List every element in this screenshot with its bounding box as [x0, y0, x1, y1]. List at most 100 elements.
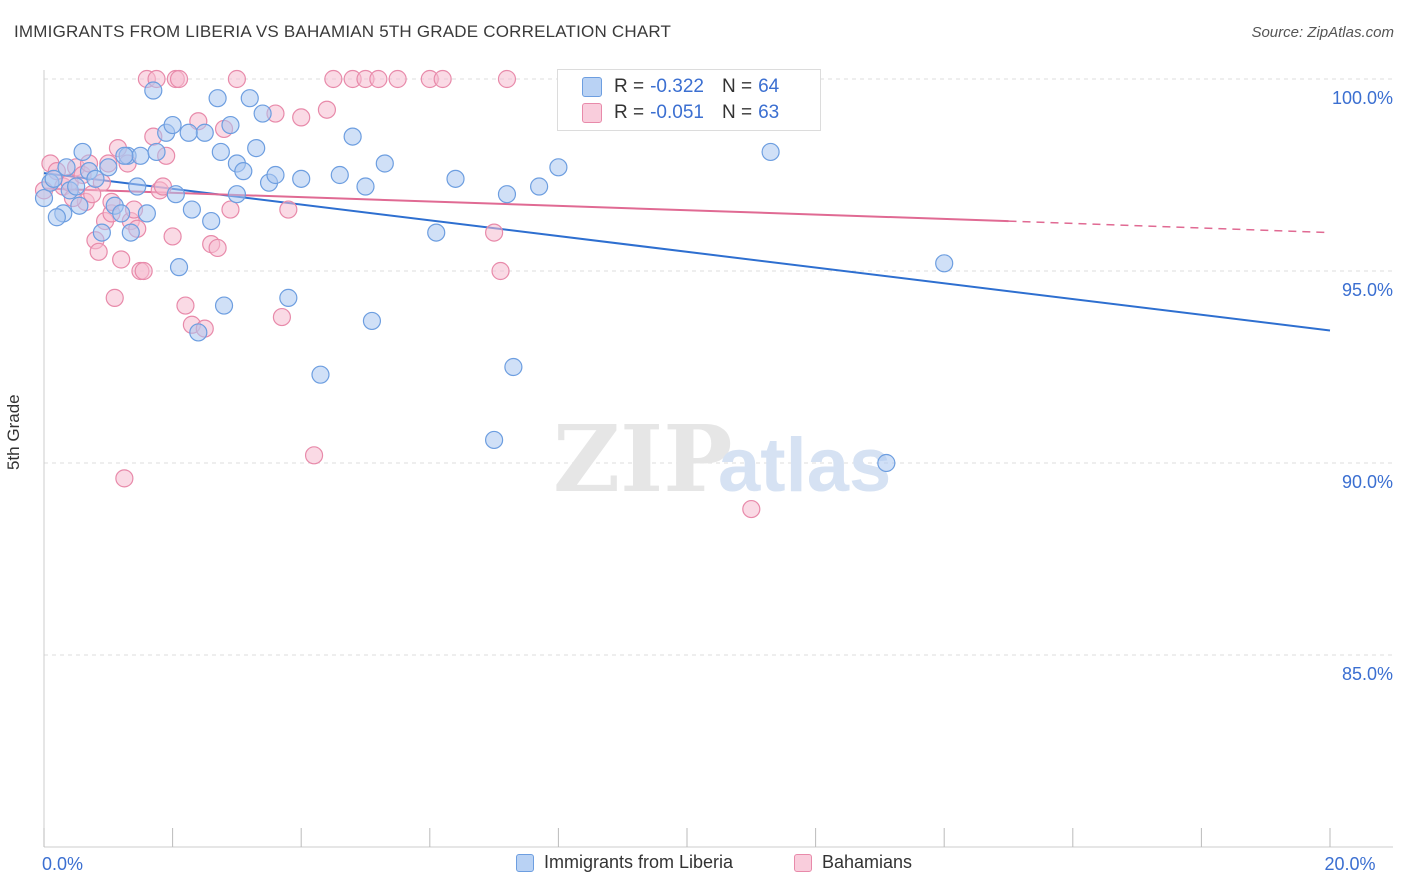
n-label: N = — [721, 76, 753, 97]
point-liberia — [279, 288, 298, 307]
point-liberia — [343, 127, 362, 146]
point-liberia — [189, 323, 208, 342]
point-bahamians — [112, 250, 131, 269]
point-liberia — [47, 208, 66, 227]
r-label: R = — [614, 102, 645, 123]
point-liberia — [211, 142, 230, 162]
x-tick-label: 0.0% — [42, 854, 83, 874]
point-bahamians — [324, 69, 343, 89]
watermark-zip: ZIP — [553, 405, 732, 513]
point-liberia — [504, 357, 523, 377]
legend-label-bahamians: Bahamians — [822, 852, 913, 872]
point-liberia — [247, 139, 266, 158]
point-liberia — [375, 154, 394, 173]
point-liberia — [169, 258, 189, 277]
point-liberia — [221, 115, 240, 135]
trend-line-liberia — [43, 172, 1331, 332]
source-label: Source: ZipAtlas.com — [1251, 24, 1394, 41]
legend-swatch-bahamians — [794, 853, 812, 872]
point-liberia — [73, 142, 92, 162]
point-bahamians — [317, 100, 337, 119]
point-liberia — [311, 365, 330, 384]
point-bahamians — [369, 69, 388, 89]
point-liberia — [214, 296, 234, 315]
bahamians-swatch — [582, 103, 602, 123]
point-bahamians — [279, 200, 298, 219]
point-bahamians — [497, 69, 517, 89]
point-liberia — [253, 104, 272, 123]
point-bahamians — [169, 69, 189, 89]
point-liberia — [179, 123, 198, 142]
legend-item-bahamians[interactable]: Bahamians — [794, 852, 912, 873]
point-bahamians — [89, 242, 108, 261]
point-bahamians — [742, 499, 761, 519]
point-liberia — [44, 169, 63, 188]
point-liberia — [497, 185, 517, 204]
point-bahamians — [304, 446, 324, 465]
legend-item-liberia[interactable]: Immigrants from Liberia — [516, 852, 733, 873]
point-liberia — [115, 146, 134, 165]
point-liberia — [292, 169, 311, 188]
n-value: 64 — [758, 76, 780, 97]
point-liberia — [131, 146, 150, 165]
point-liberia — [234, 162, 253, 181]
point-liberia — [330, 165, 349, 185]
y-tick-label: 85.0% — [1342, 664, 1393, 684]
y-tick-label: 95.0% — [1342, 280, 1393, 300]
point-bahamians — [105, 288, 124, 307]
point-bahamians — [491, 261, 510, 281]
trend-line-bahamians-extension — [1008, 220, 1331, 234]
point-liberia — [362, 311, 382, 331]
point-bahamians — [176, 296, 195, 315]
data-points — [34, 69, 954, 519]
point-liberia — [427, 223, 446, 242]
point-bahamians — [292, 108, 311, 127]
point-liberia — [530, 177, 549, 196]
point-liberia — [356, 177, 375, 196]
point-liberia — [195, 123, 214, 142]
r-label: R = — [614, 76, 645, 97]
point-bahamians — [272, 307, 292, 327]
point-liberia — [144, 81, 163, 100]
point-bahamians — [134, 261, 153, 281]
point-liberia — [70, 196, 89, 215]
point-liberia — [877, 453, 896, 473]
point-bahamians — [163, 227, 182, 246]
point-bahamians — [208, 238, 227, 258]
trend-lines — [43, 172, 1331, 332]
y-axis-title: 5th Grade — [4, 394, 23, 470]
point-bahamians — [115, 469, 134, 488]
point-liberia — [112, 204, 131, 223]
point-liberia — [163, 115, 182, 135]
x-tick-label: 20.0% — [1324, 854, 1375, 874]
point-liberia — [240, 89, 259, 108]
r-value: -0.322 — [650, 76, 704, 97]
liberia-swatch — [582, 77, 602, 97]
trend-line-bahamians — [43, 187, 1009, 223]
point-bahamians — [388, 69, 407, 89]
n-value: 63 — [758, 102, 780, 123]
point-liberia — [34, 188, 54, 208]
point-liberia — [266, 165, 285, 185]
point-liberia — [549, 158, 568, 177]
point-liberia — [147, 142, 166, 162]
y-tick-label: 100.0% — [1332, 88, 1393, 108]
point-liberia — [166, 185, 185, 204]
r-value: -0.051 — [650, 102, 704, 123]
y-tick-label: 90.0% — [1342, 472, 1393, 492]
chart-title: IMMIGRANTS FROM LIBERIA VS BAHAMIAN 5TH … — [14, 22, 672, 41]
point-bahamians — [433, 69, 452, 89]
point-liberia — [485, 430, 504, 450]
point-liberia — [137, 204, 156, 223]
point-liberia — [121, 223, 140, 242]
point-liberia — [92, 223, 111, 242]
bottom-legend: Immigrants from Liberia Bahamians — [0, 852, 1406, 878]
legend-label-liberia: Immigrants from Liberia — [544, 852, 734, 872]
point-liberia — [128, 177, 147, 196]
point-liberia — [935, 254, 954, 273]
point-liberia — [227, 185, 246, 204]
point-bahamians — [221, 200, 240, 219]
n-label: N = — [721, 102, 753, 123]
